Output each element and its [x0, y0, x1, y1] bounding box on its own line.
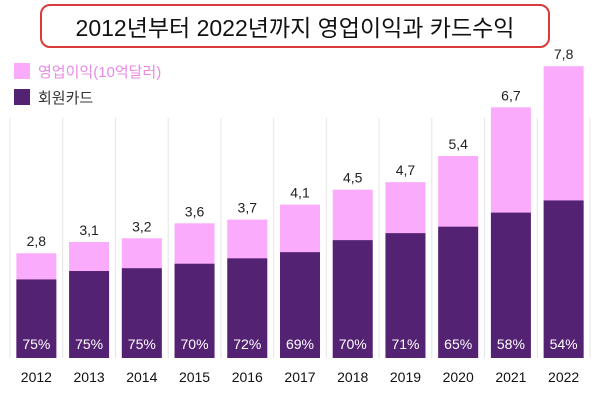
bar-card: [174, 263, 215, 358]
data-label-share: 75%: [75, 336, 103, 352]
legend-swatch-profit: [14, 63, 30, 79]
x-tick-label: 2022: [548, 369, 579, 385]
data-label-share: 70%: [181, 336, 209, 352]
legend-label-profit: 영업이익(10억달러): [38, 63, 162, 81]
x-tick-label: 2016: [232, 369, 263, 385]
data-label-share: 72%: [233, 336, 261, 352]
legend-item-card: 회원카드: [14, 84, 161, 110]
data-label-share: 75%: [128, 336, 156, 352]
data-label-share: 69%: [286, 336, 314, 352]
x-tick-label: 2021: [495, 369, 526, 385]
data-label-share: 58%: [497, 336, 525, 352]
x-tick-label: 2017: [284, 369, 315, 385]
legend-label-card: 회원카드: [38, 89, 94, 107]
data-label-total: 3,6: [185, 203, 205, 219]
data-label-share: 71%: [391, 336, 419, 352]
x-tick-label: 2013: [74, 369, 105, 385]
bar-card: [385, 233, 426, 358]
bar-card: [490, 212, 531, 358]
bar-card: [280, 252, 320, 358]
data-label-share: 75%: [22, 336, 50, 352]
data-label-share: 54%: [550, 336, 578, 352]
bar-card: [227, 258, 268, 358]
data-label-total: 2,8: [27, 233, 47, 249]
data-label-total: 3,2: [132, 218, 152, 234]
bar-card: [332, 240, 373, 358]
data-label-total: 3,1: [79, 222, 99, 238]
chart-title: 2012년부터 2022년까지 영업이익과 카드수익: [40, 4, 550, 48]
bar-card: [16, 279, 57, 358]
data-label-share: 70%: [339, 336, 367, 352]
data-label-total: 3,7: [238, 200, 258, 216]
data-label-total: 5,4: [448, 136, 468, 152]
x-tick-label: 2018: [337, 369, 368, 385]
bar-card: [121, 268, 162, 358]
data-label-total: 4,5: [343, 170, 363, 186]
x-tick-label: 2015: [179, 369, 210, 385]
data-label-total: 7,8: [554, 46, 574, 62]
x-tick-label: 2014: [126, 369, 157, 385]
bar-card: [543, 200, 584, 358]
legend-item-profit: 영업이익(10억달러): [14, 58, 161, 84]
legend-swatch-card: [14, 89, 30, 105]
data-label-total: 4,7: [396, 162, 416, 178]
bar-card: [438, 226, 479, 358]
x-tick-label: 2012: [21, 369, 52, 385]
data-label-total: 4,1: [290, 185, 310, 201]
data-label-share: 65%: [444, 336, 472, 352]
legend: 영업이익(10억달러) 회원카드: [14, 58, 161, 110]
x-tick-label: 2019: [390, 369, 421, 385]
data-label-total: 6,7: [501, 87, 521, 103]
bar-card: [69, 271, 110, 358]
x-tick-label: 2020: [443, 369, 474, 385]
